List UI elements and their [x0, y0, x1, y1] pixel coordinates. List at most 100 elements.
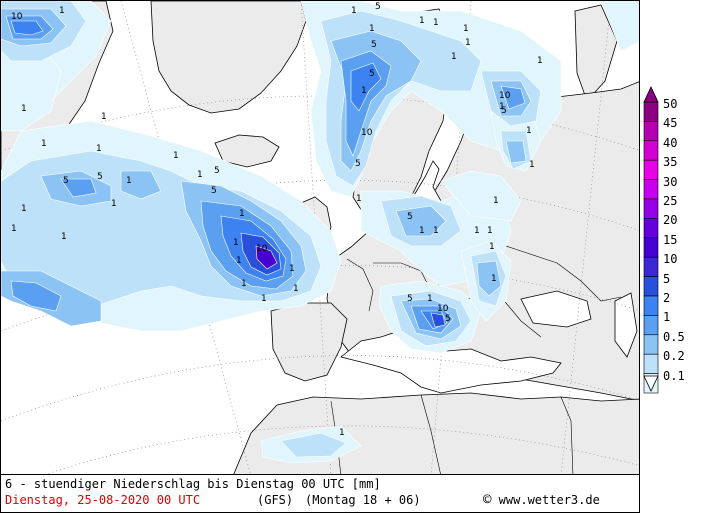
- contour-label: 1: [21, 104, 27, 114]
- legend-level-label: 15: [663, 232, 678, 247]
- contour-label: 1: [419, 16, 425, 26]
- legend-level-label: 50: [663, 97, 678, 111]
- site-url: www.wetter3.de: [498, 493, 600, 507]
- map-caption: 6 - stuendiger Niederschlag bis Dienstag…: [5, 477, 381, 491]
- contour-label: 1: [526, 126, 532, 136]
- legend-level-label: 5: [663, 271, 671, 286]
- legend-swatch: [643, 101, 659, 122]
- legend-level-label: 10: [663, 252, 678, 267]
- contour-label: 1: [487, 226, 493, 236]
- legend-swatch: [643, 353, 659, 374]
- contour-label: 1: [236, 256, 242, 266]
- legend-swatch: [643, 198, 659, 219]
- legend-swatch: [643, 276, 659, 297]
- contour-label: 1: [465, 38, 471, 48]
- copyright-icon: ©: [483, 492, 492, 508]
- contour-label: 5: [371, 40, 377, 50]
- legend-level-label: 35: [663, 155, 678, 170]
- legend-swatch: [643, 256, 659, 277]
- contour-label: 1: [419, 226, 425, 236]
- contour-label: 1: [499, 102, 505, 112]
- legend-level-label: 20: [663, 213, 678, 228]
- graticule: [1, 1, 639, 474]
- legend-level-label: 25: [663, 194, 678, 208]
- contour-label: 1: [233, 238, 239, 248]
- contour-label: 5: [375, 2, 381, 12]
- contour-label: 5: [214, 166, 220, 176]
- contour-label: 1: [11, 224, 17, 234]
- contour-label: 1: [493, 196, 499, 206]
- contour-label: 1: [537, 56, 543, 66]
- contour-label: 1: [351, 6, 357, 16]
- contour-label: 1: [339, 428, 345, 438]
- greenland: [150, 1, 307, 114]
- legend-level-label: 2: [663, 291, 671, 305]
- legend-swatch: [643, 295, 659, 316]
- contour-label: 1: [427, 294, 433, 304]
- legend-level-label: 40: [663, 135, 678, 150]
- map-footer: 6 - stuendiger Niederschlag bis Dienstag…: [0, 475, 640, 513]
- contour-label: 1: [173, 151, 179, 161]
- contour-label: 1: [293, 284, 299, 294]
- contour-label: 5: [97, 172, 103, 182]
- novaya-zemlya: [574, 4, 618, 102]
- contour-label: 1: [61, 232, 67, 242]
- legend-swatch: [643, 159, 659, 180]
- model-run: (Montag 18 + 06): [305, 493, 421, 507]
- contour-label: 10: [361, 128, 373, 138]
- contour-label: 1: [361, 86, 367, 96]
- legend-swatch: [643, 140, 659, 161]
- contour-label: 10: [499, 91, 511, 101]
- contour-label: 1: [239, 209, 245, 219]
- legend-top-arrow: [643, 86, 659, 103]
- iberia: [270, 302, 348, 382]
- legend-swatch: [643, 179, 659, 200]
- legend-swatch: [643, 334, 659, 355]
- contour-label: 1: [433, 226, 439, 236]
- legend-swatch: [643, 218, 659, 239]
- site-credit: © www.wetter3.de: [483, 493, 600, 507]
- contour-label: 1: [261, 294, 267, 304]
- contour-label: 1: [101, 112, 107, 122]
- contour-label: 5: [369, 69, 375, 79]
- contour-label: 1: [241, 279, 247, 289]
- legend-level-label: 45: [663, 116, 678, 131]
- legend-level-label: 0.1: [663, 368, 685, 383]
- legend-swatch: [643, 121, 659, 142]
- legend-swatch: [643, 237, 659, 258]
- contour-label: 1: [474, 226, 480, 236]
- caspian-sea: [614, 292, 638, 358]
- contour-label: 5: [63, 176, 69, 186]
- precip-15mm: [255, 245, 278, 270]
- legend-level-label: 30: [663, 174, 678, 189]
- contour-label: 1: [491, 274, 497, 284]
- model-name: (GFS): [257, 493, 294, 507]
- contour-label: 1: [59, 6, 65, 16]
- contour-label: 1: [529, 160, 535, 170]
- legend-bottom-arrow: [643, 375, 659, 392]
- contour-label: 1: [96, 144, 102, 154]
- contour-label: 5: [407, 212, 413, 222]
- contour-label: 5: [501, 106, 507, 116]
- legend-level-label: 0.5: [663, 329, 685, 344]
- black-sea: [520, 290, 592, 328]
- contour-label: 1: [289, 264, 295, 274]
- legend-level-label: 0.2: [663, 349, 685, 364]
- contour-label: 1: [433, 18, 439, 28]
- contour-label: 5: [355, 159, 361, 169]
- contour-label: 1: [489, 242, 495, 252]
- contour-label: 1: [463, 24, 469, 34]
- contour-label: 5: [445, 314, 451, 324]
- contour-label: 1: [41, 139, 47, 149]
- contour-label: 1: [356, 194, 362, 204]
- legend-swatch: [643, 315, 659, 336]
- contour-label: 1: [21, 204, 27, 214]
- contour-label: 10: [437, 304, 449, 314]
- contour-label: 1: [111, 199, 117, 209]
- contour-label: 1: [197, 170, 203, 180]
- contour-label: 10: [11, 12, 23, 22]
- contour-label: 10: [256, 244, 268, 254]
- legend-level-label: 1: [663, 310, 671, 325]
- contour-label: 1: [451, 52, 457, 62]
